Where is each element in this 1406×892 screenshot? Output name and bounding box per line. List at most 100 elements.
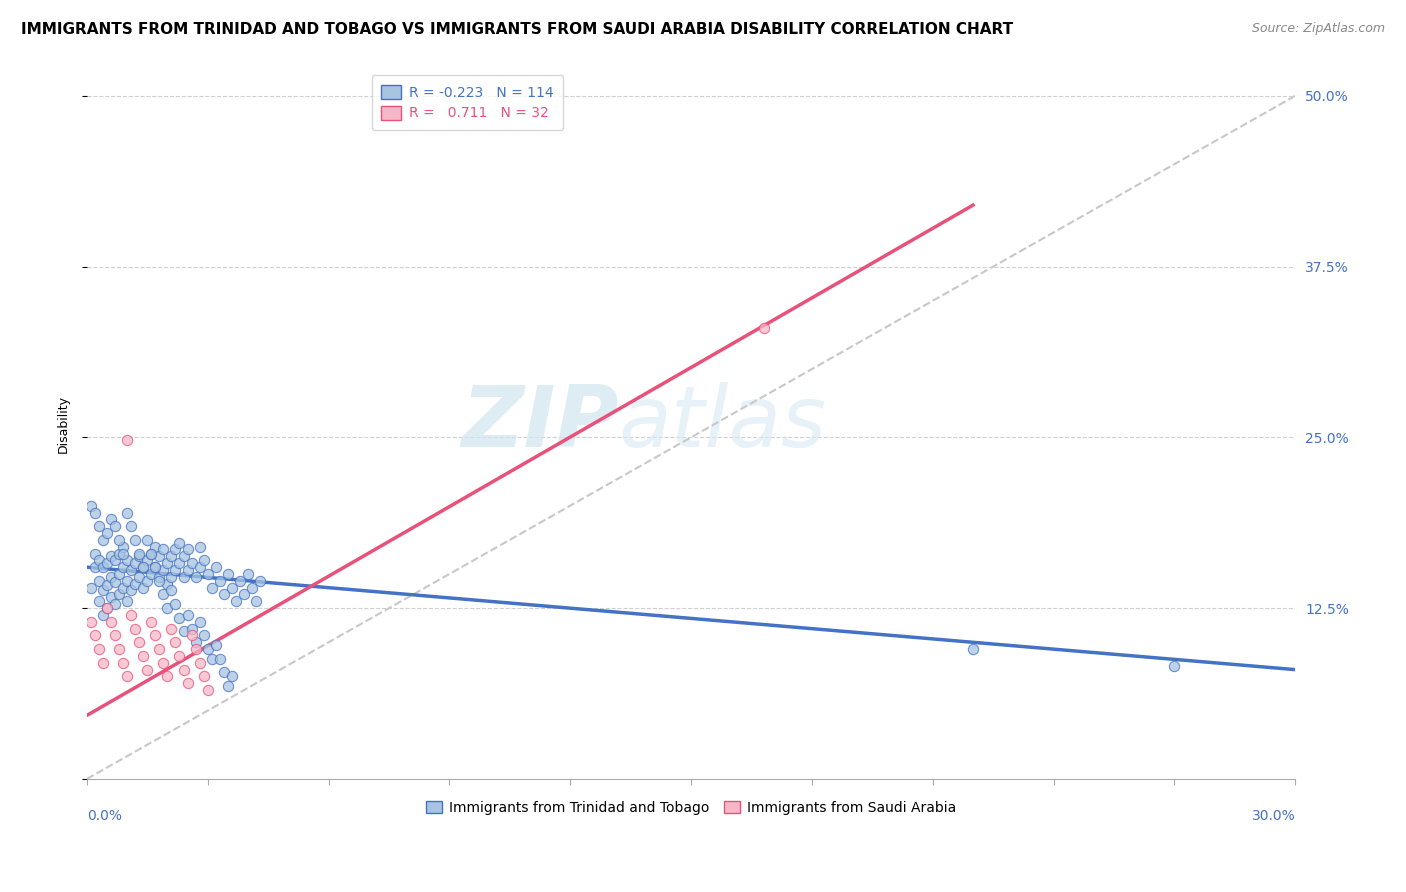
Point <box>100 549 122 564</box>
Text: ZIP: ZIP <box>461 383 619 466</box>
Point <box>221 581 243 595</box>
Point <box>104 628 127 642</box>
Point <box>104 575 127 590</box>
Point <box>120 583 142 598</box>
Point <box>236 566 259 581</box>
Point <box>208 574 231 588</box>
Point <box>221 669 243 683</box>
Point <box>104 553 127 567</box>
Point <box>124 533 146 547</box>
Point <box>80 499 103 513</box>
Point <box>91 533 114 547</box>
Point <box>148 570 170 584</box>
Point <box>232 587 254 601</box>
Point <box>156 576 179 591</box>
Point <box>165 597 187 611</box>
Point <box>128 635 150 649</box>
Point <box>120 563 142 577</box>
Point <box>87 594 110 608</box>
Point <box>96 601 118 615</box>
Point <box>100 570 122 584</box>
Point <box>141 547 163 561</box>
Point <box>156 601 179 615</box>
Point <box>100 591 122 605</box>
Point <box>176 607 198 622</box>
Point <box>165 563 187 577</box>
Point <box>173 663 195 677</box>
Point <box>115 433 138 447</box>
Point <box>193 669 215 683</box>
Point <box>141 566 163 581</box>
Point <box>91 656 114 670</box>
Point <box>128 547 150 561</box>
Point <box>141 615 163 629</box>
Point <box>120 607 142 622</box>
Point <box>204 560 226 574</box>
Point <box>136 533 159 547</box>
Point <box>96 601 118 615</box>
Point <box>112 581 135 595</box>
Point <box>132 581 155 595</box>
Point <box>115 594 138 608</box>
Point <box>249 574 271 588</box>
Point <box>143 628 166 642</box>
Point <box>87 519 110 533</box>
Point <box>112 547 135 561</box>
Point <box>91 583 114 598</box>
Point <box>152 542 174 557</box>
Point <box>193 628 215 642</box>
Point <box>169 648 191 663</box>
Point <box>212 665 235 680</box>
Point <box>201 651 224 665</box>
Point <box>108 547 131 561</box>
Point <box>143 560 166 574</box>
Point <box>184 570 207 584</box>
Point <box>962 642 984 657</box>
Point <box>193 553 215 567</box>
Point <box>124 556 146 570</box>
Point <box>124 622 146 636</box>
Point <box>152 587 174 601</box>
Point <box>217 566 239 581</box>
Point <box>201 581 224 595</box>
Point <box>80 615 103 629</box>
Point <box>83 628 105 642</box>
Point <box>212 587 235 601</box>
Point <box>217 679 239 693</box>
Point <box>112 560 135 574</box>
Point <box>148 549 170 564</box>
Point <box>169 535 191 549</box>
Point <box>1163 658 1185 673</box>
Point <box>752 321 775 335</box>
Point <box>115 553 138 567</box>
Point <box>229 574 252 588</box>
Point <box>91 607 114 622</box>
Text: 30.0%: 30.0% <box>1251 809 1295 823</box>
Point <box>176 563 198 577</box>
Point <box>115 506 138 520</box>
Point <box>204 638 226 652</box>
Point <box>132 560 155 574</box>
Point <box>160 570 183 584</box>
Point <box>87 574 110 588</box>
Point <box>165 542 187 557</box>
Point <box>104 519 127 533</box>
Legend: Immigrants from Trinidad and Tobago, Immigrants from Saudi Arabia: Immigrants from Trinidad and Tobago, Imm… <box>419 794 963 822</box>
Point <box>124 576 146 591</box>
Point <box>156 669 179 683</box>
Point <box>148 574 170 588</box>
Point <box>108 642 131 657</box>
Point <box>245 594 267 608</box>
Point <box>188 615 211 629</box>
Point <box>152 563 174 577</box>
Point <box>80 581 103 595</box>
Point <box>87 553 110 567</box>
Point <box>169 611 191 625</box>
Point <box>188 540 211 554</box>
Point <box>112 540 135 554</box>
Point <box>197 566 219 581</box>
Point <box>136 663 159 677</box>
Point <box>176 542 198 557</box>
Point <box>173 549 195 564</box>
Point <box>188 560 211 574</box>
